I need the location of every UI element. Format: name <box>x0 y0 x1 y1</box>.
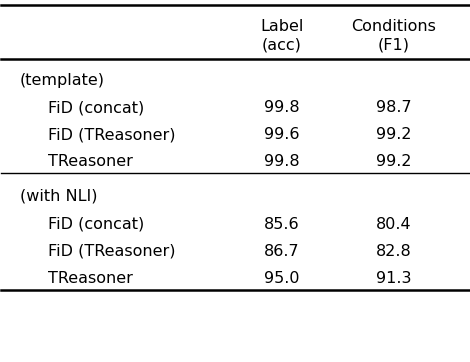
Text: TReasoner: TReasoner <box>48 154 133 169</box>
Text: 99.2: 99.2 <box>376 154 412 169</box>
Text: 95.0: 95.0 <box>264 270 299 286</box>
Text: (template): (template) <box>20 73 105 88</box>
Text: 80.4: 80.4 <box>376 217 412 232</box>
Text: 91.3: 91.3 <box>376 270 412 286</box>
Text: 99.8: 99.8 <box>264 154 299 169</box>
Text: 99.2: 99.2 <box>376 127 412 142</box>
Text: 99.6: 99.6 <box>264 127 299 142</box>
Text: 98.7: 98.7 <box>376 101 412 115</box>
Text: Conditions
(F1): Conditions (F1) <box>352 19 436 53</box>
Text: (with NLI): (with NLI) <box>20 189 98 204</box>
Text: FiD (concat): FiD (concat) <box>48 101 144 115</box>
Text: 86.7: 86.7 <box>264 244 299 259</box>
Text: TReasoner: TReasoner <box>48 270 133 286</box>
Text: 82.8: 82.8 <box>376 244 412 259</box>
Text: Label
(acc): Label (acc) <box>260 19 304 53</box>
Text: 99.8: 99.8 <box>264 101 299 115</box>
Text: FiD (TReasoner): FiD (TReasoner) <box>48 244 176 259</box>
Text: FiD (concat): FiD (concat) <box>48 217 144 232</box>
Text: FiD (TReasoner): FiD (TReasoner) <box>48 127 176 142</box>
Text: 85.6: 85.6 <box>264 217 299 232</box>
